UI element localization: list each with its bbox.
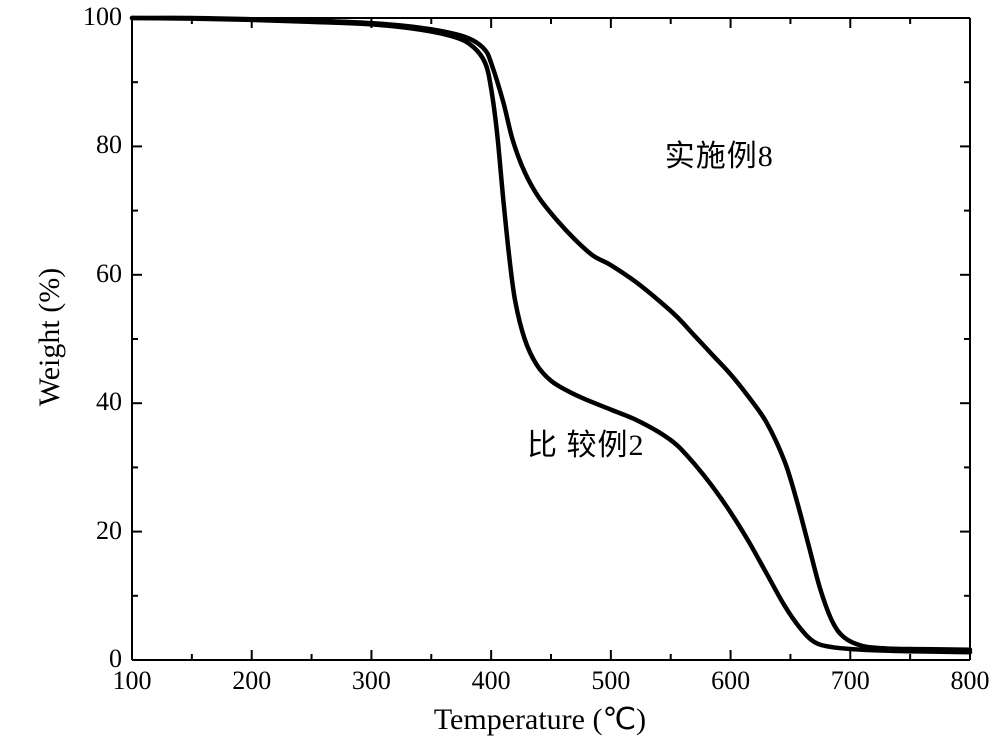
y-tick-label: 0 xyxy=(62,644,122,674)
series-compare2 xyxy=(132,18,970,652)
y-tick-label: 20 xyxy=(62,516,122,546)
tga-chart: Weight (%) Temperature (℃) 1002003004005… xyxy=(0,0,1000,751)
x-tick-label: 500 xyxy=(571,666,651,696)
x-tick-label: 600 xyxy=(691,666,771,696)
series-label-compare2: 比 较例2 xyxy=(527,420,645,464)
y-tick-label: 60 xyxy=(62,259,122,289)
chart-svg xyxy=(0,0,1000,751)
y-tick-label: 40 xyxy=(62,387,122,417)
series-label-example8: 实施例8 xyxy=(665,131,774,175)
series-example8 xyxy=(132,18,970,650)
y-tick-label: 100 xyxy=(62,2,122,32)
x-tick-label: 400 xyxy=(451,666,531,696)
y-tick-label: 80 xyxy=(62,130,122,160)
x-tick-label: 300 xyxy=(331,666,411,696)
x-tick-label: 800 xyxy=(930,666,1000,696)
x-tick-label: 700 xyxy=(810,666,890,696)
x-axis-label: Temperature (℃) xyxy=(390,702,690,737)
x-tick-label: 200 xyxy=(212,666,292,696)
